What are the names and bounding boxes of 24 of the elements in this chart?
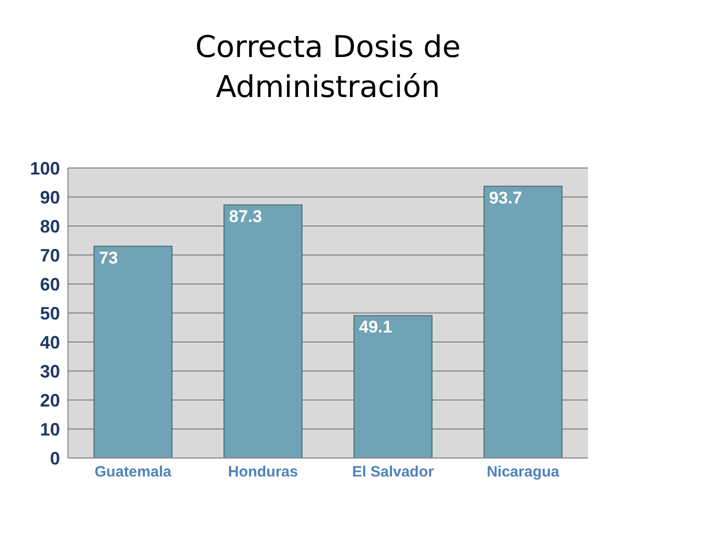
x-tick-label: Nicaragua — [486, 464, 560, 481]
chart-title: Correcta Dosis de Administración — [194, 29, 462, 107]
bar — [224, 204, 302, 458]
y-tick-label: 70 — [40, 245, 60, 266]
y-tick-label: 100 — [30, 158, 60, 178]
y-tick-label: 60 — [40, 274, 60, 294]
bar — [484, 186, 562, 458]
y-tick-label: 40 — [40, 332, 60, 352]
data-label: 49.1 — [359, 318, 392, 337]
y-tick-label: 0 — [50, 448, 60, 468]
x-tick-label: Honduras — [228, 464, 298, 481]
y-tick-label: 10 — [40, 419, 60, 440]
data-label: 93.7 — [489, 188, 522, 208]
x-tick-label: Guatemala — [94, 464, 172, 481]
y-tick-label: 80 — [40, 216, 60, 236]
bar — [354, 315, 432, 458]
data-label: 87.3 — [229, 206, 262, 226]
x-tick-label: El Salvador — [352, 464, 434, 481]
data-label: 73 — [99, 248, 118, 268]
y-tick-label: 50 — [40, 303, 60, 324]
y-tick-label: 90 — [40, 187, 60, 208]
y-tick-label: 30 — [40, 361, 60, 382]
bar — [94, 246, 172, 458]
y-tick-label: 20 — [40, 390, 60, 410]
